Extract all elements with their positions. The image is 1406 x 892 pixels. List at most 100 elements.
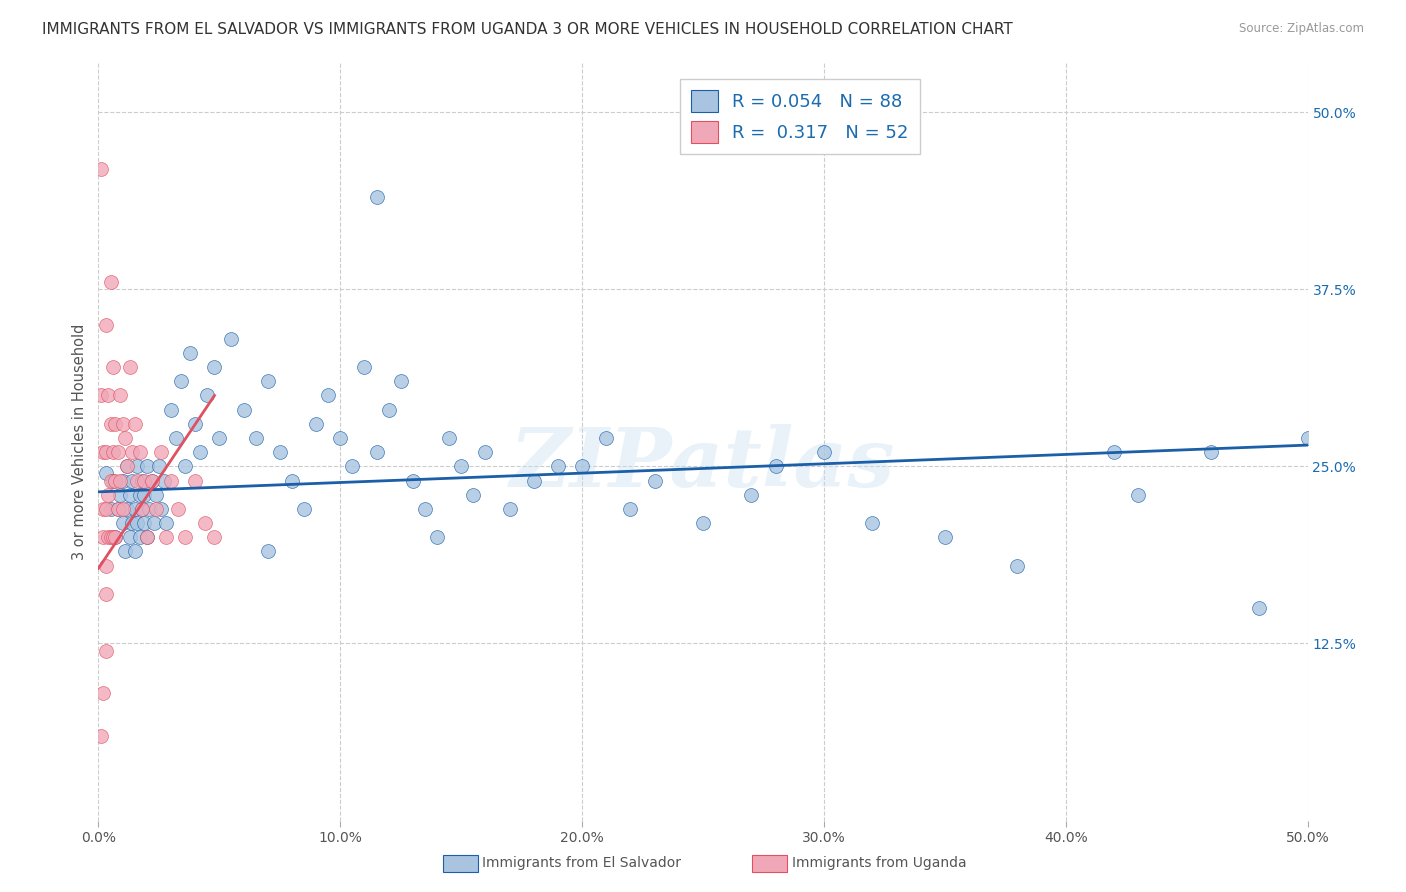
Point (1249, 601, 1271, 615)
Point (101, 530, 124, 544)
Point (474, 445, 496, 459)
Point (90, 729, 112, 743)
Point (1102, 445, 1125, 459)
Point (111, 501, 134, 516)
Point (107, 501, 129, 516)
Point (169, 374, 191, 388)
Point (204, 530, 226, 544)
Point (101, 360, 124, 375)
Point (118, 360, 141, 375)
Point (111, 516, 134, 530)
Point (100, 417, 122, 431)
Point (141, 474, 163, 488)
Point (329, 431, 352, 445)
Point (131, 501, 153, 516)
Point (131, 474, 153, 488)
Point (97, 388, 120, 402)
Point (135, 530, 157, 544)
Point (174, 530, 197, 544)
Point (167, 501, 190, 516)
Point (90, 388, 112, 402)
Point (692, 516, 714, 530)
Point (813, 445, 835, 459)
Point (1296, 431, 1319, 445)
Point (100, 474, 122, 488)
Point (316, 388, 339, 402)
Point (413, 501, 436, 516)
Point (1199, 445, 1222, 459)
Point (740, 488, 762, 502)
Point (141, 474, 163, 488)
Point (150, 501, 173, 516)
Point (100, 530, 122, 544)
Point (498, 501, 520, 516)
Point (292, 501, 315, 516)
Point (165, 431, 187, 445)
Point (104, 474, 127, 488)
Point (595, 431, 617, 445)
Point (135, 530, 157, 544)
Point (134, 474, 156, 488)
Point (450, 459, 472, 474)
Point (174, 459, 197, 474)
Point (117, 459, 139, 474)
Point (118, 488, 141, 502)
Point (366, 190, 388, 204)
Point (101, 445, 124, 459)
Point (148, 459, 170, 474)
Text: ZIPatlas: ZIPatlas (510, 425, 896, 504)
Point (208, 431, 231, 445)
Point (107, 445, 129, 459)
Point (571, 459, 593, 474)
Point (437, 431, 460, 445)
Point (150, 445, 173, 459)
Point (94, 318, 117, 332)
Point (107, 501, 129, 516)
Legend: R = 0.054   N = 88, R =  0.317   N = 52: R = 0.054 N = 88, R = 0.317 N = 52 (681, 79, 920, 153)
Point (94, 467, 117, 481)
Point (195, 388, 218, 402)
Point (353, 360, 375, 375)
Point (94, 501, 117, 516)
Point (194, 516, 217, 530)
Point (402, 474, 425, 488)
Point (145, 488, 167, 502)
Point (152, 474, 174, 488)
Point (91, 686, 114, 700)
Point (121, 445, 143, 459)
Point (127, 474, 149, 488)
Point (128, 488, 150, 502)
Point (124, 501, 146, 516)
Point (256, 374, 278, 388)
Point (128, 445, 150, 459)
Point (269, 445, 291, 459)
Text: IMMIGRANTS FROM EL SALVADOR VS IMMIGRANTS FROM UGANDA 3 OR MORE VEHICLES IN HOUS: IMMIGRANTS FROM EL SALVADOR VS IMMIGRANT… (42, 22, 1012, 37)
Point (1007, 558, 1029, 573)
Point (124, 417, 146, 431)
Point (281, 474, 304, 488)
Point (108, 388, 131, 402)
Point (104, 417, 127, 431)
Point (256, 544, 278, 558)
Point (100, 501, 122, 516)
Point (644, 474, 666, 488)
Point (91, 445, 114, 459)
Point (184, 417, 207, 431)
Point (104, 530, 127, 544)
Point (134, 488, 156, 502)
Point (91, 530, 114, 544)
Point (124, 544, 146, 558)
Point (121, 474, 143, 488)
Point (118, 530, 141, 544)
Point (94, 445, 117, 459)
Point (138, 501, 160, 516)
Point (108, 474, 131, 488)
Point (111, 417, 134, 431)
Text: Immigrants from Uganda: Immigrants from Uganda (792, 856, 966, 871)
Point (145, 501, 167, 516)
Y-axis label: 3 or more Vehicles in Household: 3 or more Vehicles in Household (72, 324, 87, 559)
Point (117, 501, 139, 516)
Point (179, 346, 201, 360)
Point (1128, 488, 1150, 502)
Point (94, 558, 117, 573)
